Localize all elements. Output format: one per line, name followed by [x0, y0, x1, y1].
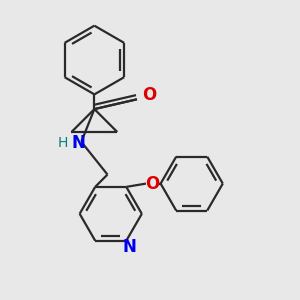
Text: O: O — [142, 86, 157, 104]
Text: N: N — [71, 134, 85, 152]
Text: H: H — [58, 136, 68, 151]
Text: N: N — [123, 238, 136, 256]
Text: O: O — [145, 175, 160, 193]
